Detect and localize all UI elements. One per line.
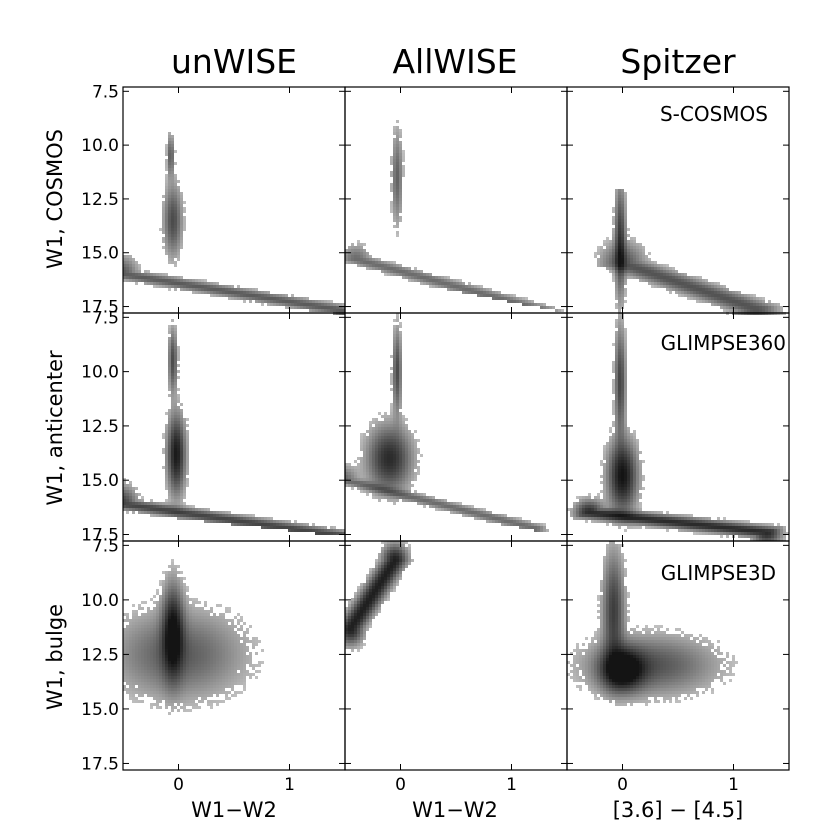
x-tick-label: 1 bbox=[506, 775, 517, 795]
x-tick-label: 0 bbox=[617, 775, 628, 795]
y-tick-label: 12.5 bbox=[81, 417, 119, 437]
heatmap-panel-r2-c2 bbox=[567, 541, 738, 706]
panel-axes-r1-c0: 7.5 10.0 12.5 15.0 17.5 bbox=[81, 308, 346, 545]
x-axis-label-col1: W1−W2 bbox=[191, 798, 277, 822]
y-tick-label: 17.5 bbox=[81, 525, 119, 545]
survey-label-glimpse3d: GLIMPSE3D bbox=[661, 561, 776, 585]
heatmap-panel-r2-c0 bbox=[123, 559, 264, 715]
y-tick-label: 15.0 bbox=[81, 471, 119, 491]
y-tick-label: 10.0 bbox=[81, 591, 119, 611]
x-tick-label: 0 bbox=[173, 775, 184, 795]
axes: 7.510.012.515.017.57.510.012.515.017.57.… bbox=[81, 82, 790, 795]
x-axis-label-col3: [3.6] − [4.5] bbox=[613, 798, 744, 822]
heatmap-panel-r1-c2 bbox=[567, 313, 789, 541]
heatmaps bbox=[123, 120, 789, 715]
y-tick-label: 12.5 bbox=[81, 190, 119, 210]
y-tick-label: 12.5 bbox=[81, 645, 119, 665]
x-axis-label-col2: W1−W2 bbox=[412, 798, 498, 822]
row-label-anticenter: W1, anticenter bbox=[43, 350, 67, 506]
heatmap-panel-r0-c1 bbox=[345, 120, 564, 312]
y-tick-label: 15.0 bbox=[81, 700, 119, 720]
survey-label-glimpse360: GLIMPSE360 bbox=[661, 331, 786, 355]
y-tick-label: 10.0 bbox=[81, 136, 119, 156]
column-title-allwise: AllWISE bbox=[392, 42, 517, 81]
heatmap-panel-r0-c2 bbox=[594, 189, 786, 315]
y-tick-label: 15.0 bbox=[81, 244, 119, 264]
x-tick-label: 1 bbox=[728, 775, 739, 795]
y-tick-label: 7.5 bbox=[92, 536, 119, 556]
row-label-bulge: W1, bulge bbox=[43, 604, 67, 710]
y-tick-label: 17.5 bbox=[81, 754, 119, 774]
column-title-unwise: unWISE bbox=[171, 42, 297, 81]
x-tick-label: 1 bbox=[284, 775, 295, 795]
heatmap-panel-r0-c0 bbox=[123, 132, 345, 315]
row-label-cosmos: W1, COSMOS bbox=[43, 129, 67, 269]
y-tick-label: 7.5 bbox=[92, 308, 119, 328]
y-tick-label: 7.5 bbox=[92, 82, 119, 102]
heatmap-panel-r1-c1 bbox=[345, 313, 549, 532]
y-tick-label: 17.5 bbox=[81, 298, 119, 318]
survey-label-s-cosmos: S-COSMOS bbox=[660, 102, 768, 126]
y-tick-label: 10.0 bbox=[81, 363, 119, 383]
heatmap-panel-r1-c0 bbox=[123, 319, 345, 535]
column-title-spitzer: Spitzer bbox=[620, 42, 736, 81]
heatmap-panel-r2-c1 bbox=[345, 541, 414, 652]
x-tick-label: 0 bbox=[395, 775, 406, 795]
